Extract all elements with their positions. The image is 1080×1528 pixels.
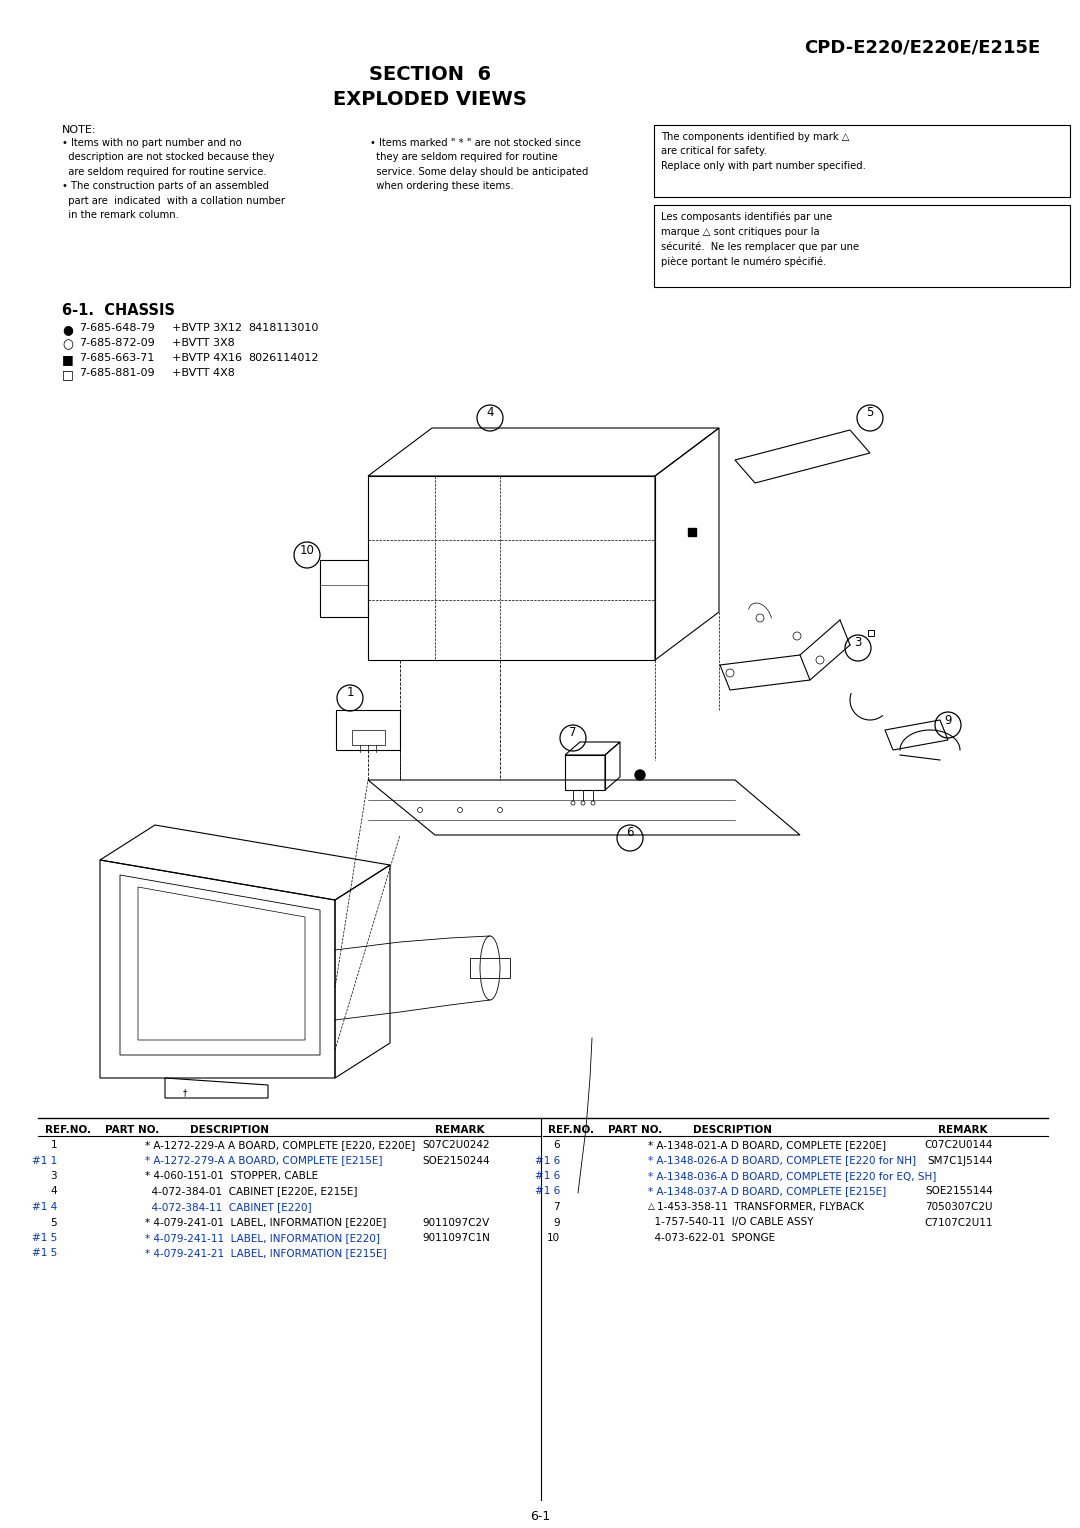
Circle shape (635, 770, 645, 779)
Text: Les composants identifiés par une
marque △ sont critiques pour la
sécurité.  Ne : Les composants identifiés par une marque… (661, 212, 859, 267)
Text: 6: 6 (553, 1140, 561, 1151)
Text: #1 6: #1 6 (535, 1187, 561, 1196)
Text: REMARK: REMARK (435, 1125, 485, 1135)
Text: * A-1272-279-A A BOARD, COMPLETE [E215E]: * A-1272-279-A A BOARD, COMPLETE [E215E] (145, 1155, 382, 1166)
Text: • Items with no part number and no
  description are not stocked because they
  : • Items with no part number and no descr… (62, 138, 285, 220)
Text: 1: 1 (347, 686, 354, 700)
Text: SOE2155144: SOE2155144 (926, 1187, 993, 1196)
Text: 4-072-384-01  CABINET [E220E, E215E]: 4-072-384-01 CABINET [E220E, E215E] (145, 1187, 357, 1196)
Text: +BVTT 3X8: +BVTT 3X8 (172, 338, 234, 348)
Text: The components identified by mark △
are critical for safety.
Replace only with p: The components identified by mark △ are … (661, 131, 866, 171)
Text: EXPLODED VIEWS: EXPLODED VIEWS (333, 90, 527, 108)
Text: * 4-079-241-11  LABEL, INFORMATION [E220]: * 4-079-241-11 LABEL, INFORMATION [E220] (145, 1233, 380, 1242)
Text: * A-1348-021-A D BOARD, COMPLETE [E220E]: * A-1348-021-A D BOARD, COMPLETE [E220E] (648, 1140, 886, 1151)
Text: +BVTP 4X16: +BVTP 4X16 (172, 353, 242, 364)
Text: †: † (183, 1088, 187, 1097)
Text: #1 4: #1 4 (31, 1203, 57, 1212)
Text: #1 5: #1 5 (31, 1233, 57, 1242)
Text: * A-1348-036-A D BOARD, COMPLETE [E220 for EQ, SH]: * A-1348-036-A D BOARD, COMPLETE [E220 f… (648, 1170, 936, 1181)
Text: SM7C1J5144: SM7C1J5144 (928, 1155, 993, 1166)
Text: 6: 6 (626, 827, 634, 839)
Text: 7: 7 (569, 726, 577, 740)
Text: 3: 3 (51, 1170, 57, 1181)
Text: 3: 3 (854, 637, 862, 649)
Bar (868, 630, 874, 636)
Text: * 4-060-151-01  STOPPER, CABLE: * 4-060-151-01 STOPPER, CABLE (145, 1170, 319, 1181)
Text: ■: ■ (62, 353, 73, 367)
Text: 8026114012: 8026114012 (248, 353, 319, 364)
Text: 7-685-872-09: 7-685-872-09 (79, 338, 154, 348)
Text: 4-073-622-01  SPONGE: 4-073-622-01 SPONGE (648, 1233, 775, 1242)
Text: #1 1: #1 1 (31, 1155, 57, 1166)
Text: 5: 5 (866, 406, 874, 420)
Text: 7-685-881-09: 7-685-881-09 (79, 368, 154, 377)
Bar (688, 529, 696, 536)
Text: SECTION  6: SECTION 6 (369, 66, 491, 84)
Text: * A-1348-026-A D BOARD, COMPLETE [E220 for NH]: * A-1348-026-A D BOARD, COMPLETE [E220 f… (648, 1155, 916, 1166)
Text: 4: 4 (51, 1187, 57, 1196)
Text: 6-1.  CHASSIS: 6-1. CHASSIS (62, 303, 175, 318)
Text: PART NO.: PART NO. (105, 1125, 159, 1135)
Text: REF.NO.: REF.NO. (548, 1125, 594, 1135)
Text: 7-685-663-71: 7-685-663-71 (79, 353, 154, 364)
Text: 8418113010: 8418113010 (248, 322, 319, 333)
Text: DESCRIPTION: DESCRIPTION (693, 1125, 772, 1135)
Text: 4-072-384-11  CABINET [E220]: 4-072-384-11 CABINET [E220] (145, 1203, 312, 1212)
Text: PART NO.: PART NO. (608, 1125, 662, 1135)
Text: S07C2U0242: S07C2U0242 (422, 1140, 490, 1151)
Text: 9011097C2V: 9011097C2V (422, 1218, 490, 1227)
Text: #1 6: #1 6 (535, 1155, 561, 1166)
Text: ●: ● (62, 322, 72, 336)
Text: 9: 9 (553, 1218, 561, 1227)
Text: 6-1: 6-1 (530, 1510, 550, 1523)
Bar (654, 125, 1070, 197)
Text: 7-685-648-79: 7-685-648-79 (79, 322, 154, 333)
Bar (654, 205, 1070, 287)
Text: REF.NO.: REF.NO. (45, 1125, 91, 1135)
Text: * A-1348-037-A D BOARD, COMPLETE [E215E]: * A-1348-037-A D BOARD, COMPLETE [E215E] (648, 1187, 887, 1196)
Text: DESCRIPTION: DESCRIPTION (190, 1125, 269, 1135)
Text: ○: ○ (62, 338, 72, 351)
Text: SOE2150244: SOE2150244 (422, 1155, 490, 1166)
Text: 7: 7 (553, 1203, 561, 1212)
Text: REMARK: REMARK (939, 1125, 987, 1135)
Text: 9: 9 (944, 714, 951, 726)
Text: * 4-079-241-01  LABEL, INFORMATION [E220E]: * 4-079-241-01 LABEL, INFORMATION [E220E… (145, 1218, 387, 1227)
Text: C7107C2U11: C7107C2U11 (924, 1218, 993, 1227)
Text: * A-1272-229-A A BOARD, COMPLETE [E220, E220E]: * A-1272-229-A A BOARD, COMPLETE [E220, … (145, 1140, 415, 1151)
Text: △: △ (648, 1203, 654, 1212)
Text: • Items marked " * " are not stocked since
  they are seldom required for routin: • Items marked " * " are not stocked sin… (370, 138, 589, 191)
Text: 1: 1 (51, 1140, 57, 1151)
Text: 4: 4 (486, 406, 494, 420)
Text: #1 6: #1 6 (535, 1170, 561, 1181)
Text: 7050307C2U: 7050307C2U (926, 1203, 993, 1212)
Text: CPD-E220/E220E/E215E: CPD-E220/E220E/E215E (804, 38, 1040, 57)
Text: 10: 10 (299, 544, 314, 556)
Text: 5: 5 (51, 1218, 57, 1227)
Text: □: □ (62, 368, 73, 380)
Text: NOTE:: NOTE: (62, 125, 96, 134)
Text: C07C2U0144: C07C2U0144 (924, 1140, 993, 1151)
Text: 1-757-540-11  I/O CABLE ASSY: 1-757-540-11 I/O CABLE ASSY (648, 1218, 813, 1227)
Text: +BVTT 4X8: +BVTT 4X8 (172, 368, 234, 377)
Text: 10: 10 (546, 1233, 561, 1242)
Text: 1-453-358-11  TRANSFORMER, FLYBACK: 1-453-358-11 TRANSFORMER, FLYBACK (657, 1203, 864, 1212)
Text: 9011097C1N: 9011097C1N (422, 1233, 490, 1242)
Text: * 4-079-241-21  LABEL, INFORMATION [E215E]: * 4-079-241-21 LABEL, INFORMATION [E215E… (145, 1248, 387, 1259)
Text: #1 5: #1 5 (31, 1248, 57, 1259)
Text: +BVTP 3X12: +BVTP 3X12 (172, 322, 242, 333)
